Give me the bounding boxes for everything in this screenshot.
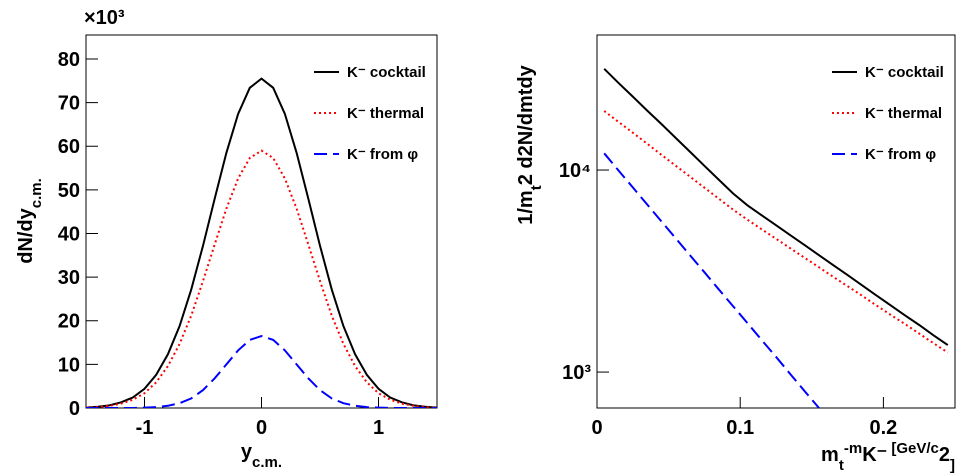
x-tick-label: 0.2 [869, 417, 897, 439]
plot-frame [596, 34, 956, 409]
legend-label: K⁻ from φ [865, 146, 936, 163]
x-axis-label-part: [GeV/c [887, 440, 939, 457]
legend-label: K⁻ cocktail [865, 64, 944, 81]
x-tick-label: 0 [591, 417, 602, 439]
legend-label: K⁻ cocktail [347, 64, 426, 81]
x-axis-label-part: t [839, 457, 844, 473]
series-line [603, 68, 949, 346]
legend-label: K⁻ from φ [347, 146, 418, 163]
x-tick-label: 1 [373, 417, 384, 439]
y-tick-label: 40 [58, 223, 80, 245]
x-axis-label-part: 2 [939, 444, 950, 466]
y-axis-label-part: N/dm [515, 95, 537, 145]
axis-multiplier: ×10³ [84, 7, 125, 29]
series-line [86, 334, 437, 408]
y-axis-label-part: t [515, 88, 537, 95]
x-axis-label-part: y [241, 441, 253, 463]
y-axis-label-part: d [515, 156, 537, 174]
series-line [603, 152, 820, 408]
x-tick-label: 0 [256, 417, 267, 439]
y-axis-label-part: 2 [515, 174, 537, 185]
y-tick-label: 0 [69, 398, 80, 420]
y-tick-label: 10³ [562, 362, 591, 384]
plot-frame [85, 34, 438, 409]
y-axis-label: dN/dyc.m. [15, 178, 45, 264]
x-tick-label: -1 [136, 417, 154, 439]
y-axis-label: 1/mt2 d2N/dmtdy [515, 64, 545, 224]
x-axis-label-part: -m [844, 440, 862, 457]
y-axis-label-part: dN/dy [15, 207, 37, 263]
y-tick-label: 80 [58, 49, 80, 71]
y-tick-label: 20 [58, 311, 80, 333]
x-axis-label: yc.m. [241, 441, 282, 471]
y-tick-label: 10 [58, 354, 80, 376]
series-line [86, 77, 437, 408]
series-line [86, 149, 437, 408]
y-tick-label: 50 [58, 180, 80, 202]
x-axis-label-part: c.m. [252, 454, 282, 471]
y-tick-label: 10⁴ [559, 160, 591, 182]
x-axis-label-part: K⁻ [862, 444, 887, 466]
y-axis-label-part: 1/m [515, 190, 537, 224]
y-tick-label: 60 [58, 136, 80, 158]
y-axis-label-part: c.m. [28, 178, 45, 208]
y-axis-label-part: 2 [515, 145, 537, 156]
x-axis-label-part: m [821, 444, 839, 466]
legend-label: K⁻ thermal [347, 105, 424, 122]
x-axis-label-part: ] [950, 457, 955, 473]
y-axis-label-part: t [528, 185, 545, 190]
y-tick-label: 30 [58, 267, 80, 289]
y-tick-label: 70 [58, 93, 80, 115]
x-axis-label: mt-mK⁻ [GeV/c2] [821, 440, 955, 473]
series-line [603, 110, 949, 354]
x-tick-label: 0.1 [726, 417, 754, 439]
y-axis-label-part: dy [515, 64, 537, 88]
legend-label: K⁻ thermal [865, 105, 942, 122]
